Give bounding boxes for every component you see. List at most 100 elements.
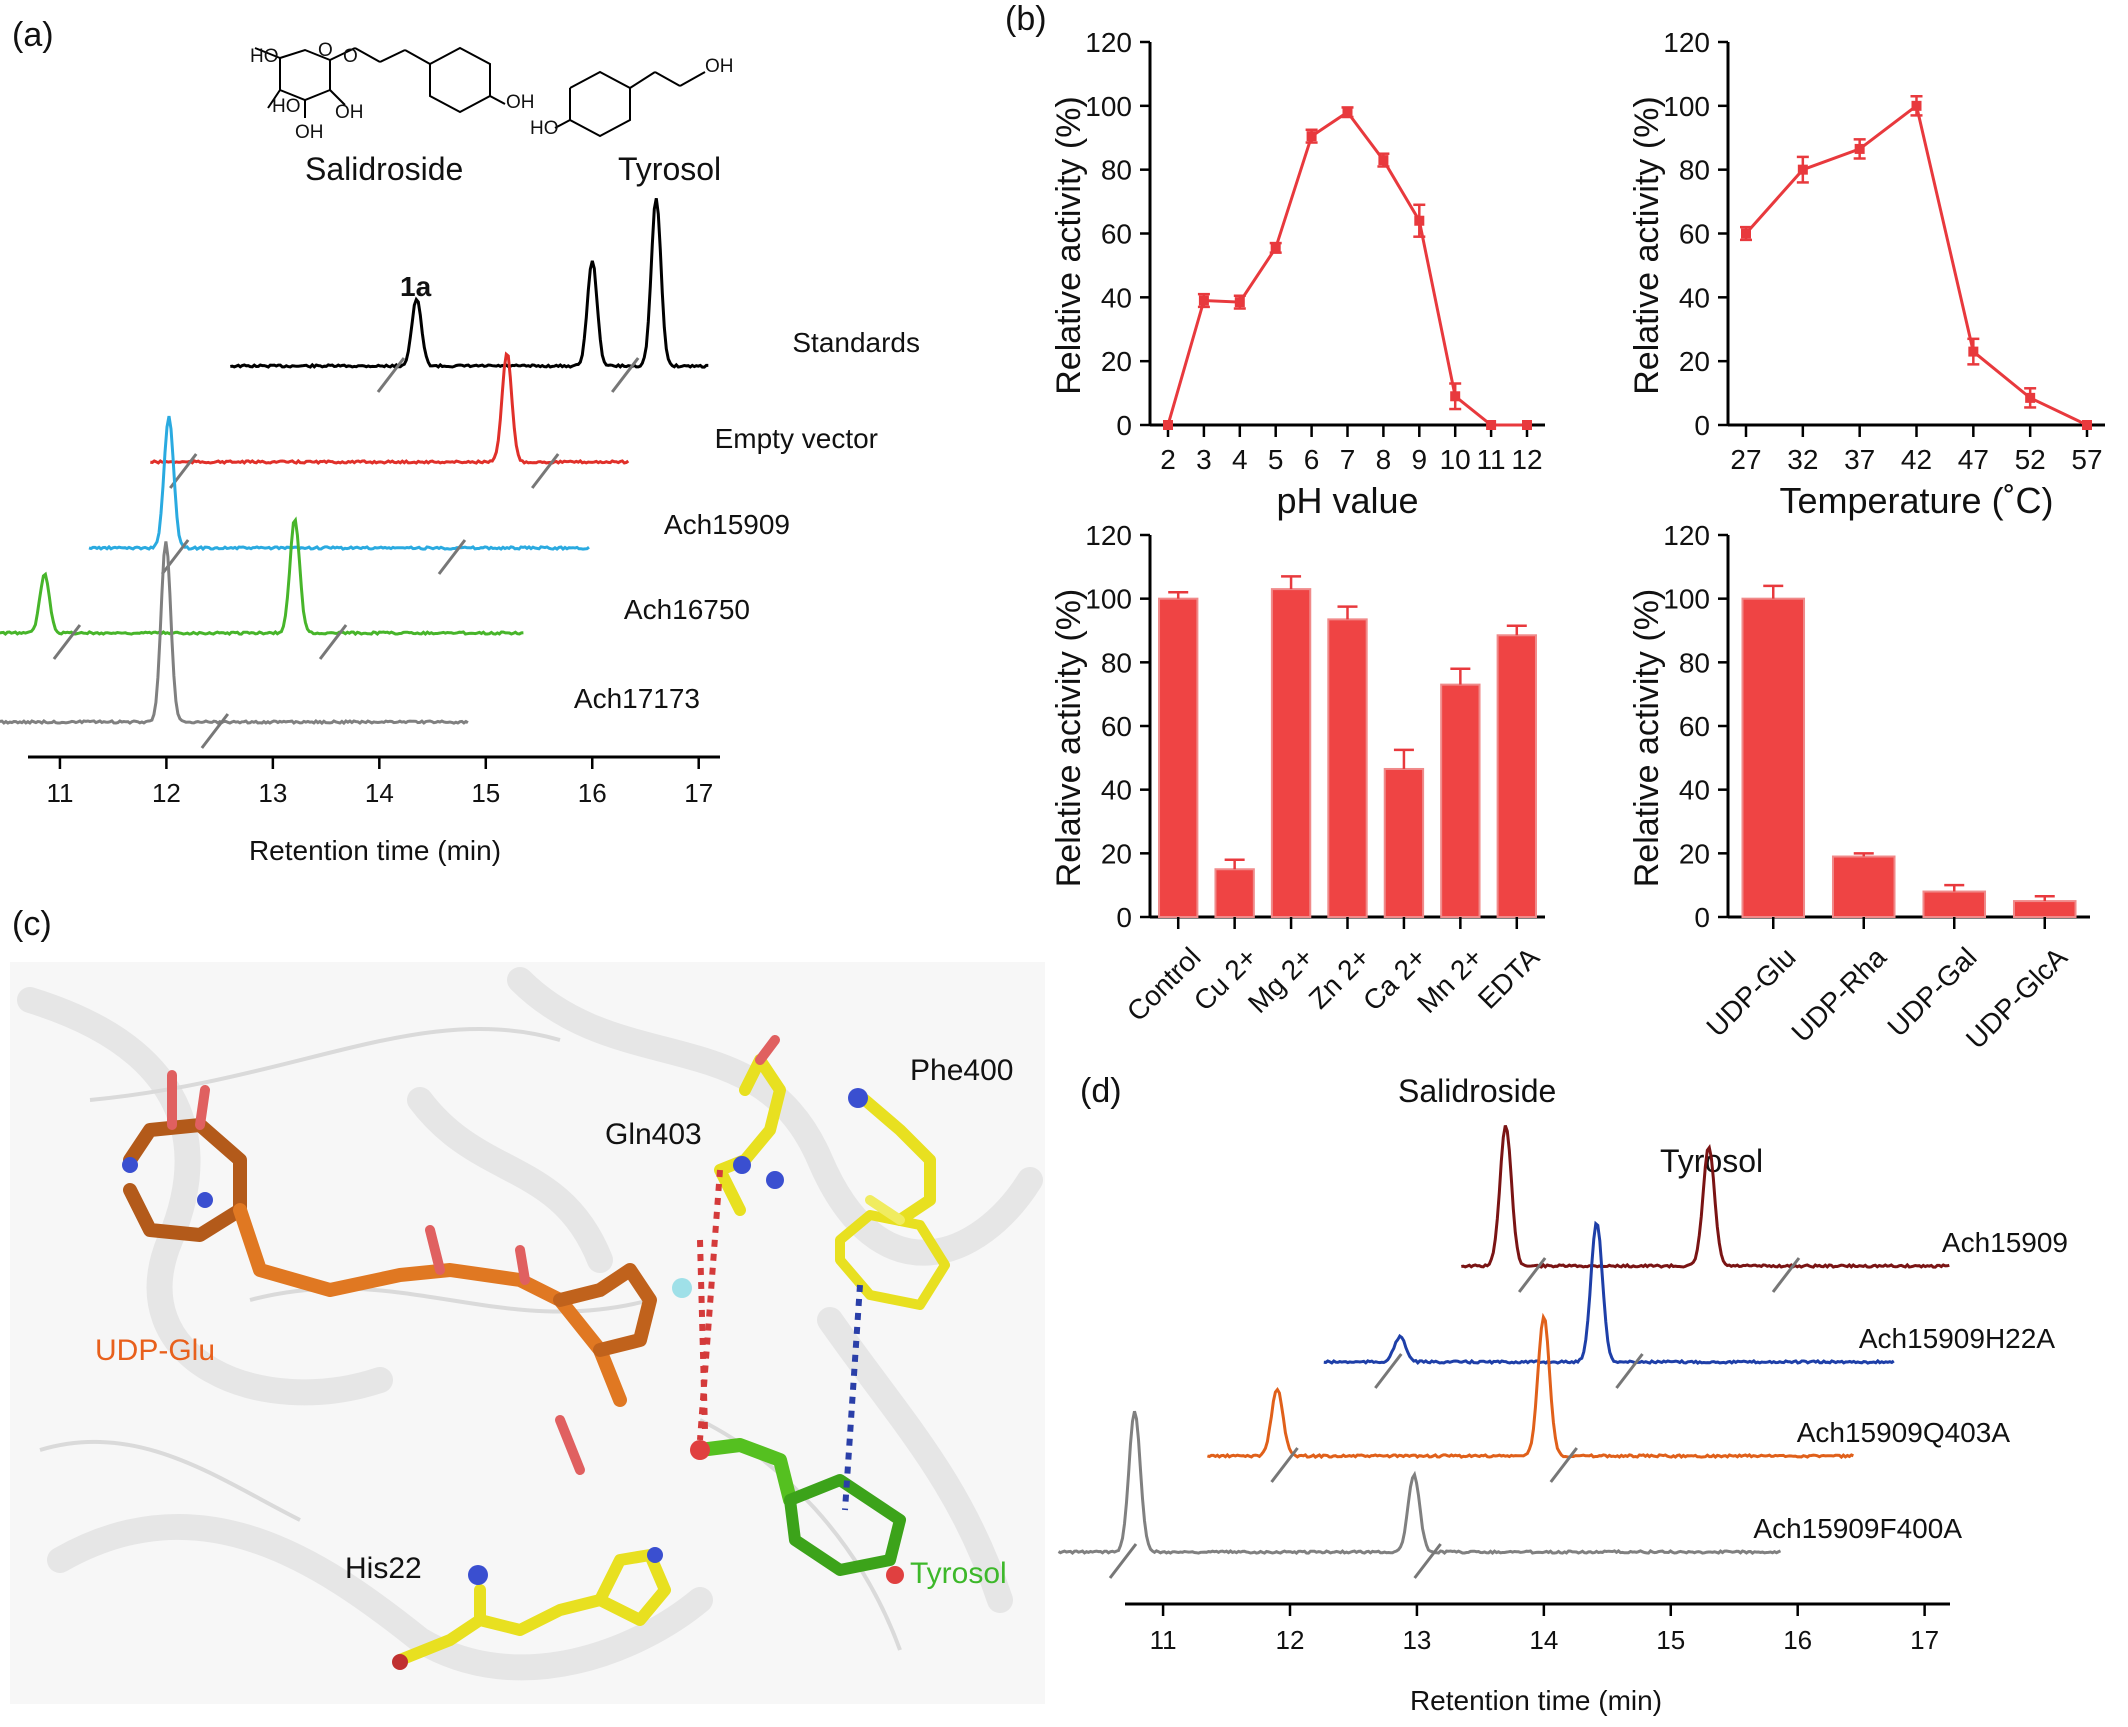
data-point [1414,215,1425,226]
y-tick-label: 120 [1663,27,1710,58]
udp-glu-ligand [122,1070,692,1475]
x-tick-label: 16 [1783,1625,1812,1655]
x-axis-title: Temperature (˚C) [1779,480,2053,521]
x-axis-title: pH value [1276,480,1418,521]
data-point [1342,107,1353,118]
salidroside-atom-labels: HO HO OH O O OH OH [250,40,535,143]
trace-label: Ach16750 [624,594,750,625]
y-axis-title: Relative activity (%) [1628,96,1666,395]
svg-text:HO: HO [250,46,279,67]
y-tick-label: 120 [1085,27,1132,58]
svg-text:OH: OH [705,56,734,77]
series-line [1166,110,1527,427]
data-point [2082,420,2092,430]
data-point [1234,297,1245,308]
svg-text:OH: OH [506,92,535,113]
tyrosol-structure [554,70,706,138]
y-tick-label: 20 [1101,838,1132,869]
x-tick-label: 11 [1477,444,1506,475]
axis-break-mark [437,539,467,575]
y-tick-label: 0 [1116,410,1132,441]
x-tick-label: 15 [471,778,500,808]
data-point [2025,392,2036,403]
axis-break-mark [1108,1543,1138,1579]
axis-break-mark [1549,1447,1578,1483]
bar [1327,618,1368,918]
x-tick-label: 13 [1402,1625,1431,1655]
x-tick-label: 15 [1656,1625,1685,1655]
data-point [1854,143,1865,154]
axis-break-mark [1413,1543,1442,1579]
svg-text:OH: OH [335,102,364,123]
y-tick-label: 60 [1101,219,1132,250]
chromatogram-trace-3 [0,516,524,637]
sugar-donor-activity-chart: 0 20 40 60 80 100 120 Relative activity (%) UDP-… [1628,520,2090,1055]
chromatogram-trace-2 [1206,1312,1854,1460]
y-tick-label: 40 [1679,775,1710,806]
y-tick-label: 40 [1679,282,1710,313]
y-tick-label: 80 [1679,155,1710,186]
svg-text:HO: HO [272,96,301,117]
x-tick-label: 2 [1160,444,1176,475]
x-axis-title-d: Retention time (min) [1410,1685,1662,1716]
bar [1214,868,1255,918]
ligand-label-udp-glu: UDP-Glu [95,1334,215,1367]
series-line [1744,103,2088,427]
svg-text:OH: OH [295,122,324,143]
residue-label-his22: His22 [345,1552,422,1585]
y-tick-label: 100 [1663,91,1710,122]
data-point [1378,155,1389,166]
svg-text:O: O [343,46,358,67]
pi-stack-phe400-tyrosol [842,1284,863,1511]
chromatogram-trace-2 [88,415,590,552]
y-tick-label: 0 [1116,902,1132,933]
panel-c-letter: (c) [12,905,52,943]
y-tick-label: 20 [1679,838,1710,869]
x-tick-label: EDTA [1472,941,1545,1014]
ph-activity-chart: 0 20 40 60 80 100 120 Relative activity (%) 2 3 4 5… [1050,27,1545,521]
compound-label-salidroside-d: Salidroside [1398,1073,1556,1109]
data-point [1450,391,1461,402]
axis-break-mark [610,357,640,393]
data-point [1198,295,1209,306]
chromatogram-trace-4 [0,541,469,726]
y-tick-label: 60 [1679,711,1710,742]
trace-label: Ach15909Q403A [1797,1417,2011,1448]
panel-d-letter: (d) [1080,1072,1122,1110]
chromatogram-a: 11 12 13 14 15 16 17 Standards Empty vector Ach15… [0,198,920,808]
data-point [1911,100,1922,111]
y-tick-label: 20 [1679,346,1710,377]
data-point [1163,420,1173,430]
x-tick-label: 14 [1529,1625,1558,1655]
panel-a-letter: (a) [12,16,54,54]
y-tick-label: 40 [1101,775,1132,806]
y-tick-label: 0 [1694,410,1710,441]
data-point [1522,420,1532,430]
panel-d: (d) Salidroside Tyrosol 11 12 13 14 15 16 17Ac… [1057,1072,2068,1716]
hbond-udp-tyrosol [697,1239,708,1431]
x-tick-label: 47 [1958,444,1989,475]
x-tick-label: 8 [1376,444,1392,475]
ligand-label-tyrosol: Tyrosol [910,1557,1007,1590]
data-point [1968,346,1979,357]
x-tick-label: 32 [1787,444,1818,475]
x-tick-label: 5 [1268,444,1284,475]
y-tick-label: 120 [1085,520,1132,551]
y-axis-title: Relative activity (%) [1050,96,1088,395]
x-tick-label: 11 [1150,1625,1177,1655]
x-tick-label: 10 [1440,444,1471,475]
trace-label: Ach15909 [1942,1227,2068,1258]
axis-break-mark [1374,1353,1403,1389]
x-tick-label: 17 [1910,1625,1939,1655]
x-tick-label: 12 [1511,444,1542,475]
bar [1270,588,1312,918]
x-tick-label: 9 [1412,444,1428,475]
trace-label: Ach15909F400A [1753,1513,1962,1544]
trace-label: Ach17173 [574,683,700,714]
data-point [1797,164,1808,175]
bar [1158,597,1199,919]
residue-label-gln403: Gln403 [605,1118,702,1151]
x-tick-label: 52 [2015,444,2046,475]
axis-break-mark [530,453,560,489]
y-tick-label: 100 [1663,584,1710,615]
